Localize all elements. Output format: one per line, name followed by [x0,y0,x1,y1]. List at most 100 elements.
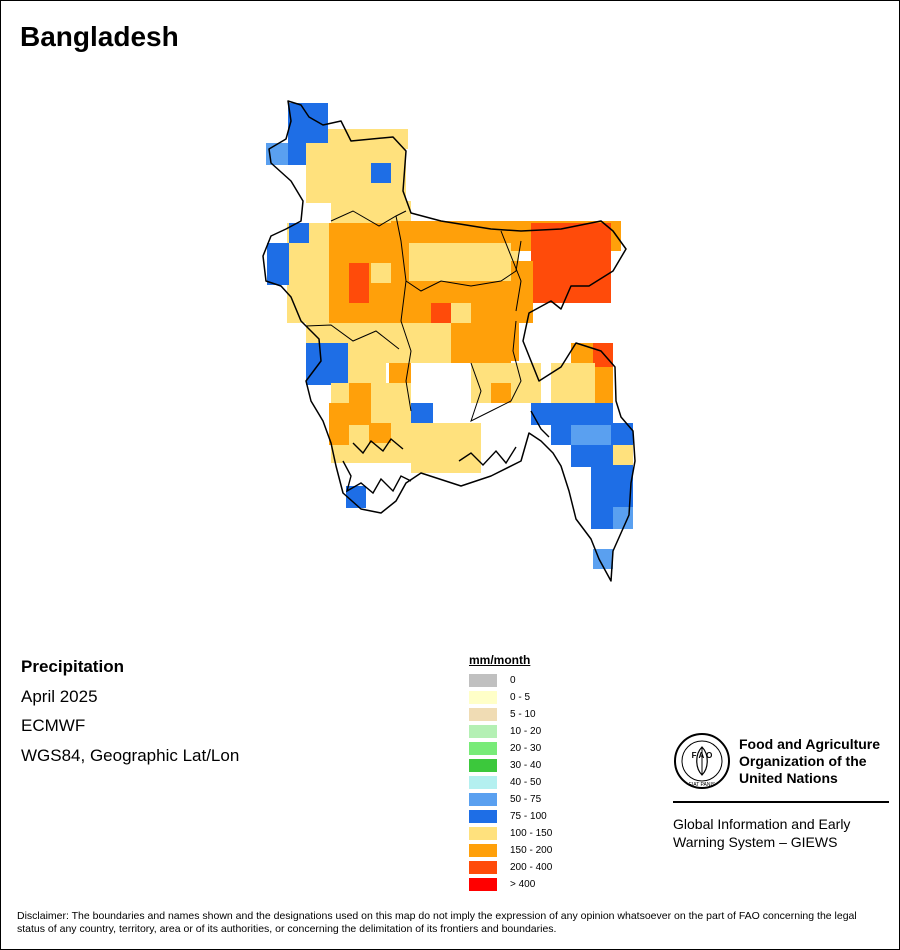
legend-swatch [469,793,497,806]
grid-cell [531,403,613,425]
giews-line-2: Warning System – GIEWS [673,834,838,850]
grid-cell [329,403,349,445]
grid-cell [346,486,366,508]
grid-cell [613,507,633,529]
grid-cell [411,403,433,425]
grid-cell [451,303,471,325]
legend-row: 0 [469,672,552,689]
legend-swatch [469,878,497,891]
grid-cell [266,143,288,165]
grid-cell [371,263,391,283]
grid-cell [367,323,457,363]
grid-cell [511,261,533,323]
period-label: April 2025 [21,686,98,706]
map-title: Bangladesh [20,21,179,52]
grid-cell [531,223,611,303]
map-canvas [262,100,636,582]
grid-cell [591,465,633,507]
fao-name-line-3: United Nations [739,770,838,786]
grid-cell [611,423,633,445]
legend-label: 40 - 50 [510,777,542,788]
grid-cell [411,423,481,473]
legend-row: 0 - 5 [469,689,552,706]
legend-label: 30 - 40 [510,760,542,771]
legend-row: 5 - 10 [469,706,552,723]
grid-cell [571,445,613,467]
legend-row: 30 - 40 [469,757,552,774]
legend-label: 0 - 5 [510,692,531,703]
source-label: ECMWF [21,716,86,735]
legend-row: 50 - 75 [469,791,552,808]
variable-label: Precipitation [21,657,124,676]
fao-name: Food and Agriculture Organization of the… [739,736,880,787]
legend-label: 75 - 100 [510,811,547,822]
disclaimer: Disclaimer: The boundaries and names sho… [17,910,857,935]
legend-label: > 400 [510,879,536,890]
division-boundaries [305,210,522,422]
fao-emblem-icon: F A O FIAT PANIS [674,733,730,789]
legend-row: 20 - 30 [469,740,552,757]
giews-line-1: Global Information and Early [673,816,851,832]
grid-cell [551,363,595,403]
grid-cell [306,343,348,385]
sundarbans-coast [342,410,550,495]
fao-emblem-motto: FIAT PANIS [689,782,716,788]
legend-swatch [469,827,497,840]
legend-label: 200 - 400 [510,862,553,873]
fao-emblem-letters: F A O [692,751,713,760]
fao-name-line-1: Food and Agriculture [739,736,881,752]
legend-swatch [469,759,497,772]
grid-cell [591,507,613,529]
grid-cell [613,445,633,467]
legend-row: > 400 [469,876,552,893]
legend-row: 40 - 50 [469,774,552,791]
legend-label: 10 - 20 [510,726,542,737]
projection-label: WGS84, Geographic Lat/Lon [21,745,240,765]
legend-row: 10 - 20 [469,723,552,740]
giews-label: Global Information and Early Warning Sys… [673,815,850,851]
legend-swatch [469,861,497,874]
country-boundary [262,100,636,582]
grid-cell [371,163,391,183]
legend-label: 100 - 150 [510,828,553,839]
precipitation-grid [266,103,633,569]
legend-swatch [469,691,497,704]
grid-cell [349,383,371,425]
legend-label: 50 - 75 [510,794,542,805]
grid-cell [349,263,369,303]
legend-row: 100 - 150 [469,825,552,842]
grid-cell [593,343,613,367]
legend-swatch [469,776,497,789]
legend-swatch [469,674,497,687]
legend-swatch [469,844,497,857]
grid-cell [431,303,451,325]
legend-swatch [469,725,497,738]
legend-label: 20 - 30 [510,743,542,754]
precipitation-map [1,81,900,601]
legend-label: 150 - 200 [510,845,553,856]
legend-swatch [469,810,497,823]
legend-rows: 0 0 - 5 5 - 10 10 - 20 20 - 30 30 - 40 40 - 50… [469,672,552,893]
fao-name-line-2: Organization of the [739,753,867,769]
legend-row: 150 - 200 [469,842,552,859]
legend-row: 200 - 400 [469,859,552,876]
legend-label: 0 [510,675,516,686]
grid-cell [369,423,391,443]
map-info: Precipitation April 2025 ECMWF WGS84, Ge… [21,657,239,775]
fao-divider [673,801,889,803]
legend-label: 5 - 10 [510,709,536,720]
grid-cell [593,549,613,569]
legend-title: mm/month [469,653,531,667]
grid-cell [331,201,411,223]
grid-cell [289,223,309,243]
grid-cell [267,243,289,285]
legend-swatch [469,708,497,721]
legend: mm/month 0 0 - 5 5 - 10 10 - 20 20 - 30 30 - … [469,653,552,893]
legend-swatch [469,742,497,755]
legend-row: 75 - 100 [469,808,552,825]
grid-cell [451,323,511,363]
grid-cell [389,363,411,385]
grid-cell [491,383,511,403]
grid-cell [571,425,611,447]
